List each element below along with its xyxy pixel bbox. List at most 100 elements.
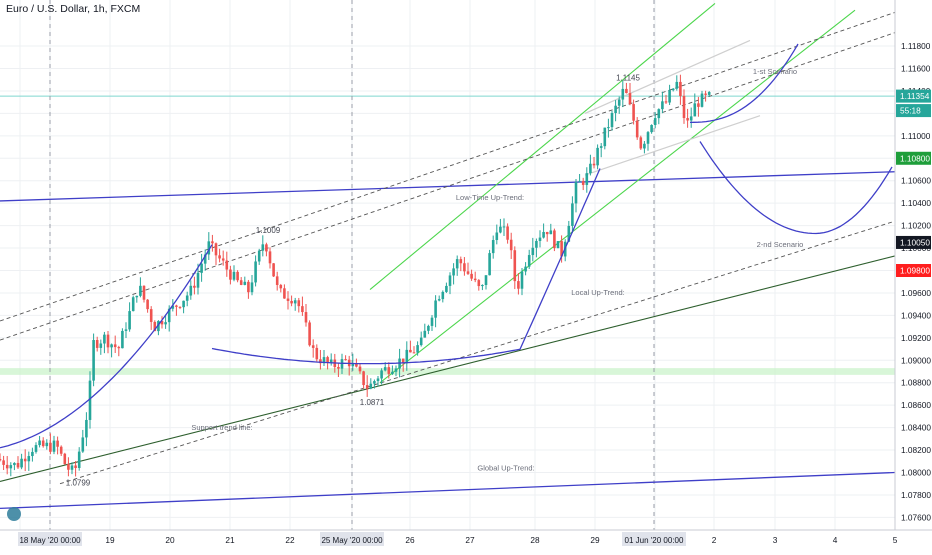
candle-body [531, 247, 535, 256]
candle-body [707, 92, 711, 95]
candle-body [203, 254, 207, 264]
candle-body [383, 367, 387, 371]
candle-body [394, 368, 398, 372]
candle-body [455, 259, 459, 269]
candle-body [617, 99, 621, 106]
candle-body [502, 226, 506, 228]
candle-body [704, 93, 707, 95]
x-tick-label: 19 [105, 535, 115, 545]
x-tick-highlight-bg [320, 532, 384, 546]
x-tick-label: 21 [225, 535, 235, 545]
candle-body [524, 266, 527, 272]
x-tick-highlight-bg [18, 532, 82, 546]
candle-body [682, 96, 686, 119]
candle-body [146, 299, 149, 310]
candle-body [182, 300, 185, 308]
candle-body [304, 312, 308, 323]
candle-body [113, 344, 117, 348]
candle-body [437, 299, 441, 301]
candle-body [106, 334, 110, 348]
candle-body [13, 462, 16, 466]
channel-upper-line[interactable] [369, 2, 716, 291]
line-label: 1-st Scenario [753, 67, 797, 76]
candle-body [697, 103, 700, 107]
line-label: Support trend line: [191, 423, 252, 432]
candle-body [121, 330, 124, 349]
candle-body [185, 295, 189, 301]
candle-body [517, 281, 520, 289]
candle-body [671, 88, 675, 91]
support-trend-line[interactable] [0, 255, 896, 483]
y-tick-label: 1.07800 [901, 490, 931, 500]
candle-body [607, 127, 610, 129]
candle-body [596, 147, 599, 166]
y-tick-label: 1.09600 [901, 288, 931, 298]
candle-body [362, 371, 365, 386]
candle-body [495, 232, 499, 241]
x-tick-highlight-label: 01 Jun '20 00:00 [625, 536, 684, 545]
first-scenario-curve[interactable] [689, 43, 799, 124]
candle-body [9, 465, 13, 469]
candle-body [477, 280, 481, 287]
candle-body [337, 366, 340, 369]
candle-body [664, 101, 668, 103]
x-tick-label: 2 [712, 535, 717, 545]
parallel-dashed-line[interactable] [0, 11, 896, 322]
parallel-dashed-line[interactable] [0, 32, 896, 341]
candle-body [391, 371, 394, 374]
price-tag-label: 1.11354 [900, 91, 930, 101]
second-scenario-curve[interactable] [699, 141, 893, 235]
candle-body [358, 366, 362, 372]
plot-background [0, 0, 895, 530]
candle-body [164, 322, 167, 325]
candle-body [293, 300, 297, 304]
candle-body [157, 320, 160, 332]
candle-body [128, 311, 131, 330]
candle-body [211, 241, 214, 244]
candle-body [625, 88, 628, 94]
wedge-lower-line[interactable] [584, 115, 761, 176]
bowl-curve-left[interactable] [0, 244, 213, 449]
x-tick-highlight-label: 18 May '20 00:00 [19, 536, 81, 545]
low-time-uptrend-line[interactable] [0, 171, 896, 202]
candle-body [247, 281, 250, 293]
candle-body [380, 370, 383, 379]
candle-body [23, 458, 27, 462]
candle-body [549, 230, 553, 235]
candle-body [513, 250, 517, 282]
candle-body [239, 280, 243, 285]
candle-body [254, 261, 257, 283]
candle-body [520, 271, 524, 289]
candle-body [88, 380, 92, 420]
price-tag [896, 104, 931, 118]
channel-lower-line[interactable] [379, 9, 856, 384]
global-uptrend-line[interactable] [0, 471, 896, 510]
x-tick-label: 26 [405, 535, 415, 545]
candle-body [448, 275, 452, 286]
candle-body [67, 464, 70, 470]
wedge-upper-line[interactable] [584, 39, 751, 114]
candle-body [70, 465, 74, 470]
candle-body [31, 451, 34, 457]
x-tick-label: 5 [893, 535, 898, 545]
candle-body [592, 163, 596, 166]
time-axis [0, 530, 932, 550]
candle-body [639, 137, 643, 149]
candle-body [250, 282, 254, 293]
candle-body [405, 349, 409, 364]
candle-body [355, 363, 358, 367]
candle-body [135, 295, 139, 298]
candle-body [229, 269, 232, 280]
candle-body [599, 146, 603, 148]
candle-body [301, 306, 304, 313]
y-tick-label: 1.08800 [901, 378, 931, 388]
price-annotation: 1.0799 [66, 479, 91, 488]
bowl-curve-main[interactable] [211, 168, 601, 365]
candle-body [81, 437, 85, 452]
y-tick-label: 1.11800 [901, 41, 931, 51]
candle-body [657, 109, 661, 119]
candle-body [527, 255, 531, 267]
parallel-dashed-line[interactable] [59, 220, 896, 485]
